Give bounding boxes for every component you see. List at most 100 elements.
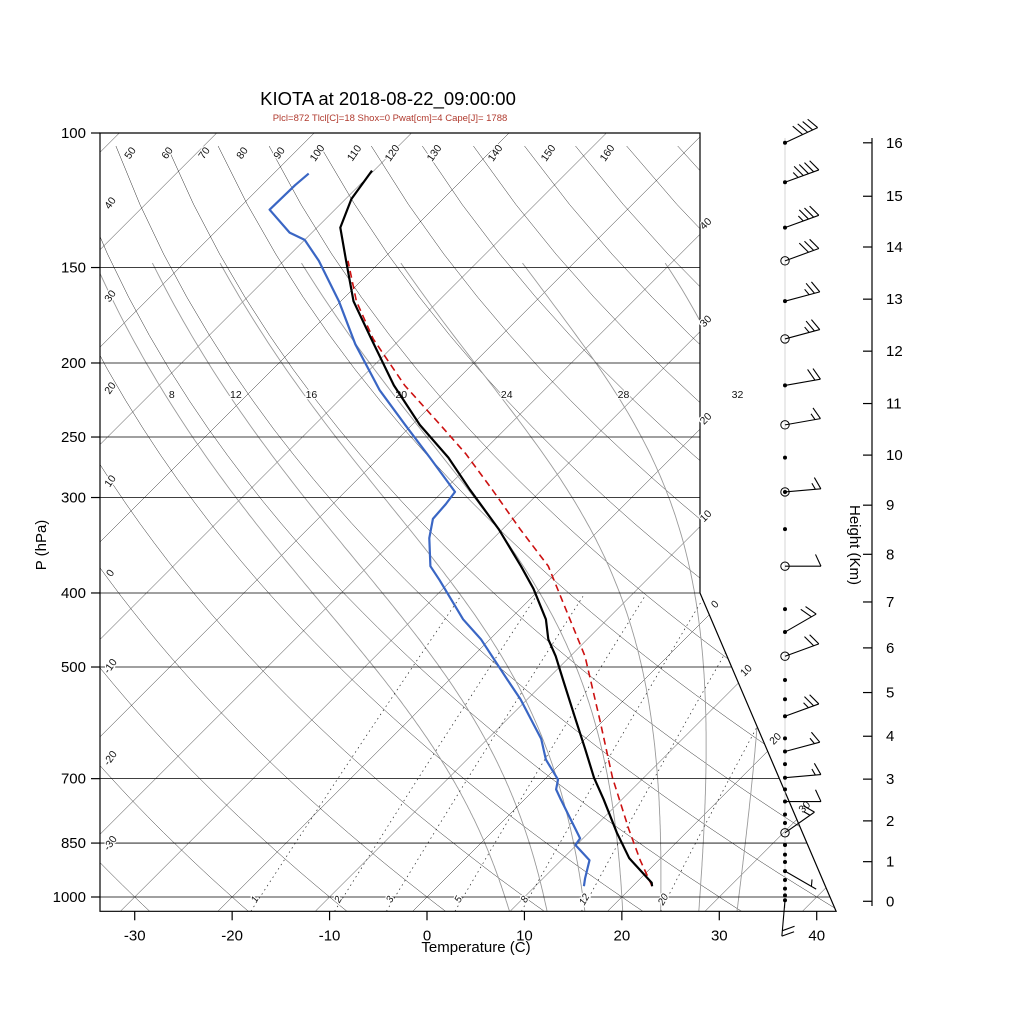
- height-tick-label: 7: [886, 594, 894, 611]
- height-tick-label: 2: [886, 813, 894, 830]
- dry-adiabat-label: 120: [383, 143, 403, 164]
- wind-barb: [783, 678, 787, 683]
- moist-adiabat-line: [400, 262, 662, 912]
- temperature-tick-label: -30: [124, 927, 146, 944]
- wind-feather-full: [793, 165, 804, 176]
- wind-feather-half: [811, 482, 816, 490]
- dry-adiabat-line: [268, 145, 837, 912]
- wind-feather-full: [813, 763, 822, 775]
- dry-adiabat-line: [728, 145, 837, 912]
- plot-border: [99, 132, 838, 912]
- wind-barb: [783, 527, 787, 532]
- wind-staff: [784, 643, 820, 657]
- isotherm-edge-label: 20: [767, 731, 784, 748]
- mixing-ratio-line: [581, 596, 759, 912]
- wind-barb: [783, 763, 822, 780]
- isotherm-line: [100, 133, 315, 912]
- moist-adiabat-line: [100, 262, 510, 912]
- dry-adiabat-line: [166, 145, 837, 912]
- wind-feather-half: [804, 326, 810, 333]
- mixing-ratio-label: 5: [453, 894, 466, 905]
- dry-adiabat-label: 80: [234, 145, 251, 162]
- height-tick-label: 5: [886, 685, 894, 702]
- wind-barb: [780, 805, 815, 838]
- dry-adiabat-label: 0: [104, 567, 117, 579]
- isotherm-line: [100, 133, 705, 912]
- wind-feather-full: [809, 694, 820, 705]
- dry-adiabat-line: [100, 145, 742, 912]
- wind-station-dot: [783, 843, 787, 848]
- dry-adiabat-lines: [100, 145, 837, 912]
- wind-feather-full: [813, 477, 822, 490]
- moist-adiabat-line: [151, 262, 548, 912]
- height-tick-label: 3: [886, 771, 894, 788]
- height-tick-label: 9: [886, 497, 894, 514]
- wind-barb: [781, 898, 795, 937]
- wind-feather-full: [804, 696, 815, 707]
- wind-feather-full: [805, 282, 815, 294]
- wind-barb: [783, 455, 787, 460]
- pressure-tick-label: 150: [61, 260, 86, 277]
- temperature-tick-label: 40: [808, 927, 825, 944]
- wind-station-dot: [783, 736, 787, 741]
- wind-feather-full: [802, 121, 813, 131]
- mixing-ratio-lines: [250, 596, 830, 912]
- dry-adiabat-label: 50: [122, 145, 139, 162]
- wind-feather-full: [810, 281, 821, 293]
- wind-staff: [784, 169, 820, 183]
- dry-adiabat-label: 90: [271, 145, 288, 162]
- pressure-tick-label: 200: [61, 355, 86, 372]
- wind-barb: [783, 118, 818, 145]
- dry-adiabat-label: 30: [102, 288, 119, 305]
- wind-staff: [784, 214, 820, 229]
- mixing-ratio-line: [454, 596, 646, 912]
- wind-station-dot: [783, 762, 787, 767]
- chart-subtitle: Plcl=872 Tlcl[C]=18 Shox=0 Pwat[cm]=4 Ca…: [273, 113, 508, 124]
- wind-calm-circle: [780, 256, 790, 266]
- temperature-axis-label: Temperature (C): [421, 939, 530, 956]
- wind-feather-full: [809, 205, 820, 216]
- wind-station-dot: [783, 607, 787, 612]
- pressure-tick-label: 1000: [53, 889, 86, 906]
- wind-barb: [783, 607, 787, 612]
- wind-feather-half: [803, 811, 811, 816]
- wind-feather-full: [805, 320, 815, 332]
- dry-adiabat-line: [371, 145, 837, 912]
- wind-staff: [784, 291, 820, 302]
- wind-feather-half: [804, 288, 810, 296]
- dry-adiabat-line: [100, 145, 348, 912]
- temperature-tick-label: -20: [221, 927, 243, 944]
- temperature-tick-label: 10: [516, 927, 533, 944]
- wind-feather-half: [810, 879, 813, 887]
- wind-feather-half: [811, 768, 816, 776]
- moist-adiabat-label: 12: [230, 389, 242, 401]
- temperature-tick-label: 30: [711, 927, 728, 944]
- parcel-curve: [347, 260, 653, 887]
- dry-adiabat-line: [319, 145, 837, 912]
- wind-feather-full: [804, 207, 815, 218]
- mixing-ratio-label: 2: [332, 894, 345, 906]
- wind-feather-full: [798, 242, 809, 253]
- mixing-ratio-line: [521, 596, 705, 912]
- wind-barb: [783, 762, 787, 767]
- wind-barb: [783, 893, 787, 898]
- wind-station-dot: [783, 787, 787, 792]
- wind-barb: [783, 789, 822, 804]
- pressure-tick-label: 250: [61, 429, 86, 446]
- temperature-curve: [339, 169, 654, 887]
- wind-barb: [783, 877, 787, 882]
- dry-adiabat-label: 70: [196, 145, 213, 162]
- wind-feather-full: [781, 931, 795, 937]
- wind-barb: [783, 820, 787, 825]
- height-tick-label: 11: [886, 396, 902, 413]
- wind-barb: [783, 160, 820, 185]
- wind-staff: [784, 418, 821, 426]
- wind-feather-full: [810, 731, 821, 743]
- wind-feather-half: [810, 413, 816, 420]
- wind-station-dot: [783, 678, 787, 683]
- wind-feather-full: [815, 789, 822, 802]
- dry-adiabat-line: [100, 145, 545, 912]
- moist-adiabat-label: 16: [306, 389, 318, 401]
- dry-adiabat-label: 110: [345, 143, 365, 164]
- inplot-labels: 50 60 70 80 90 100 110 120 130 140 150 160403020100…: [100, 141, 814, 909]
